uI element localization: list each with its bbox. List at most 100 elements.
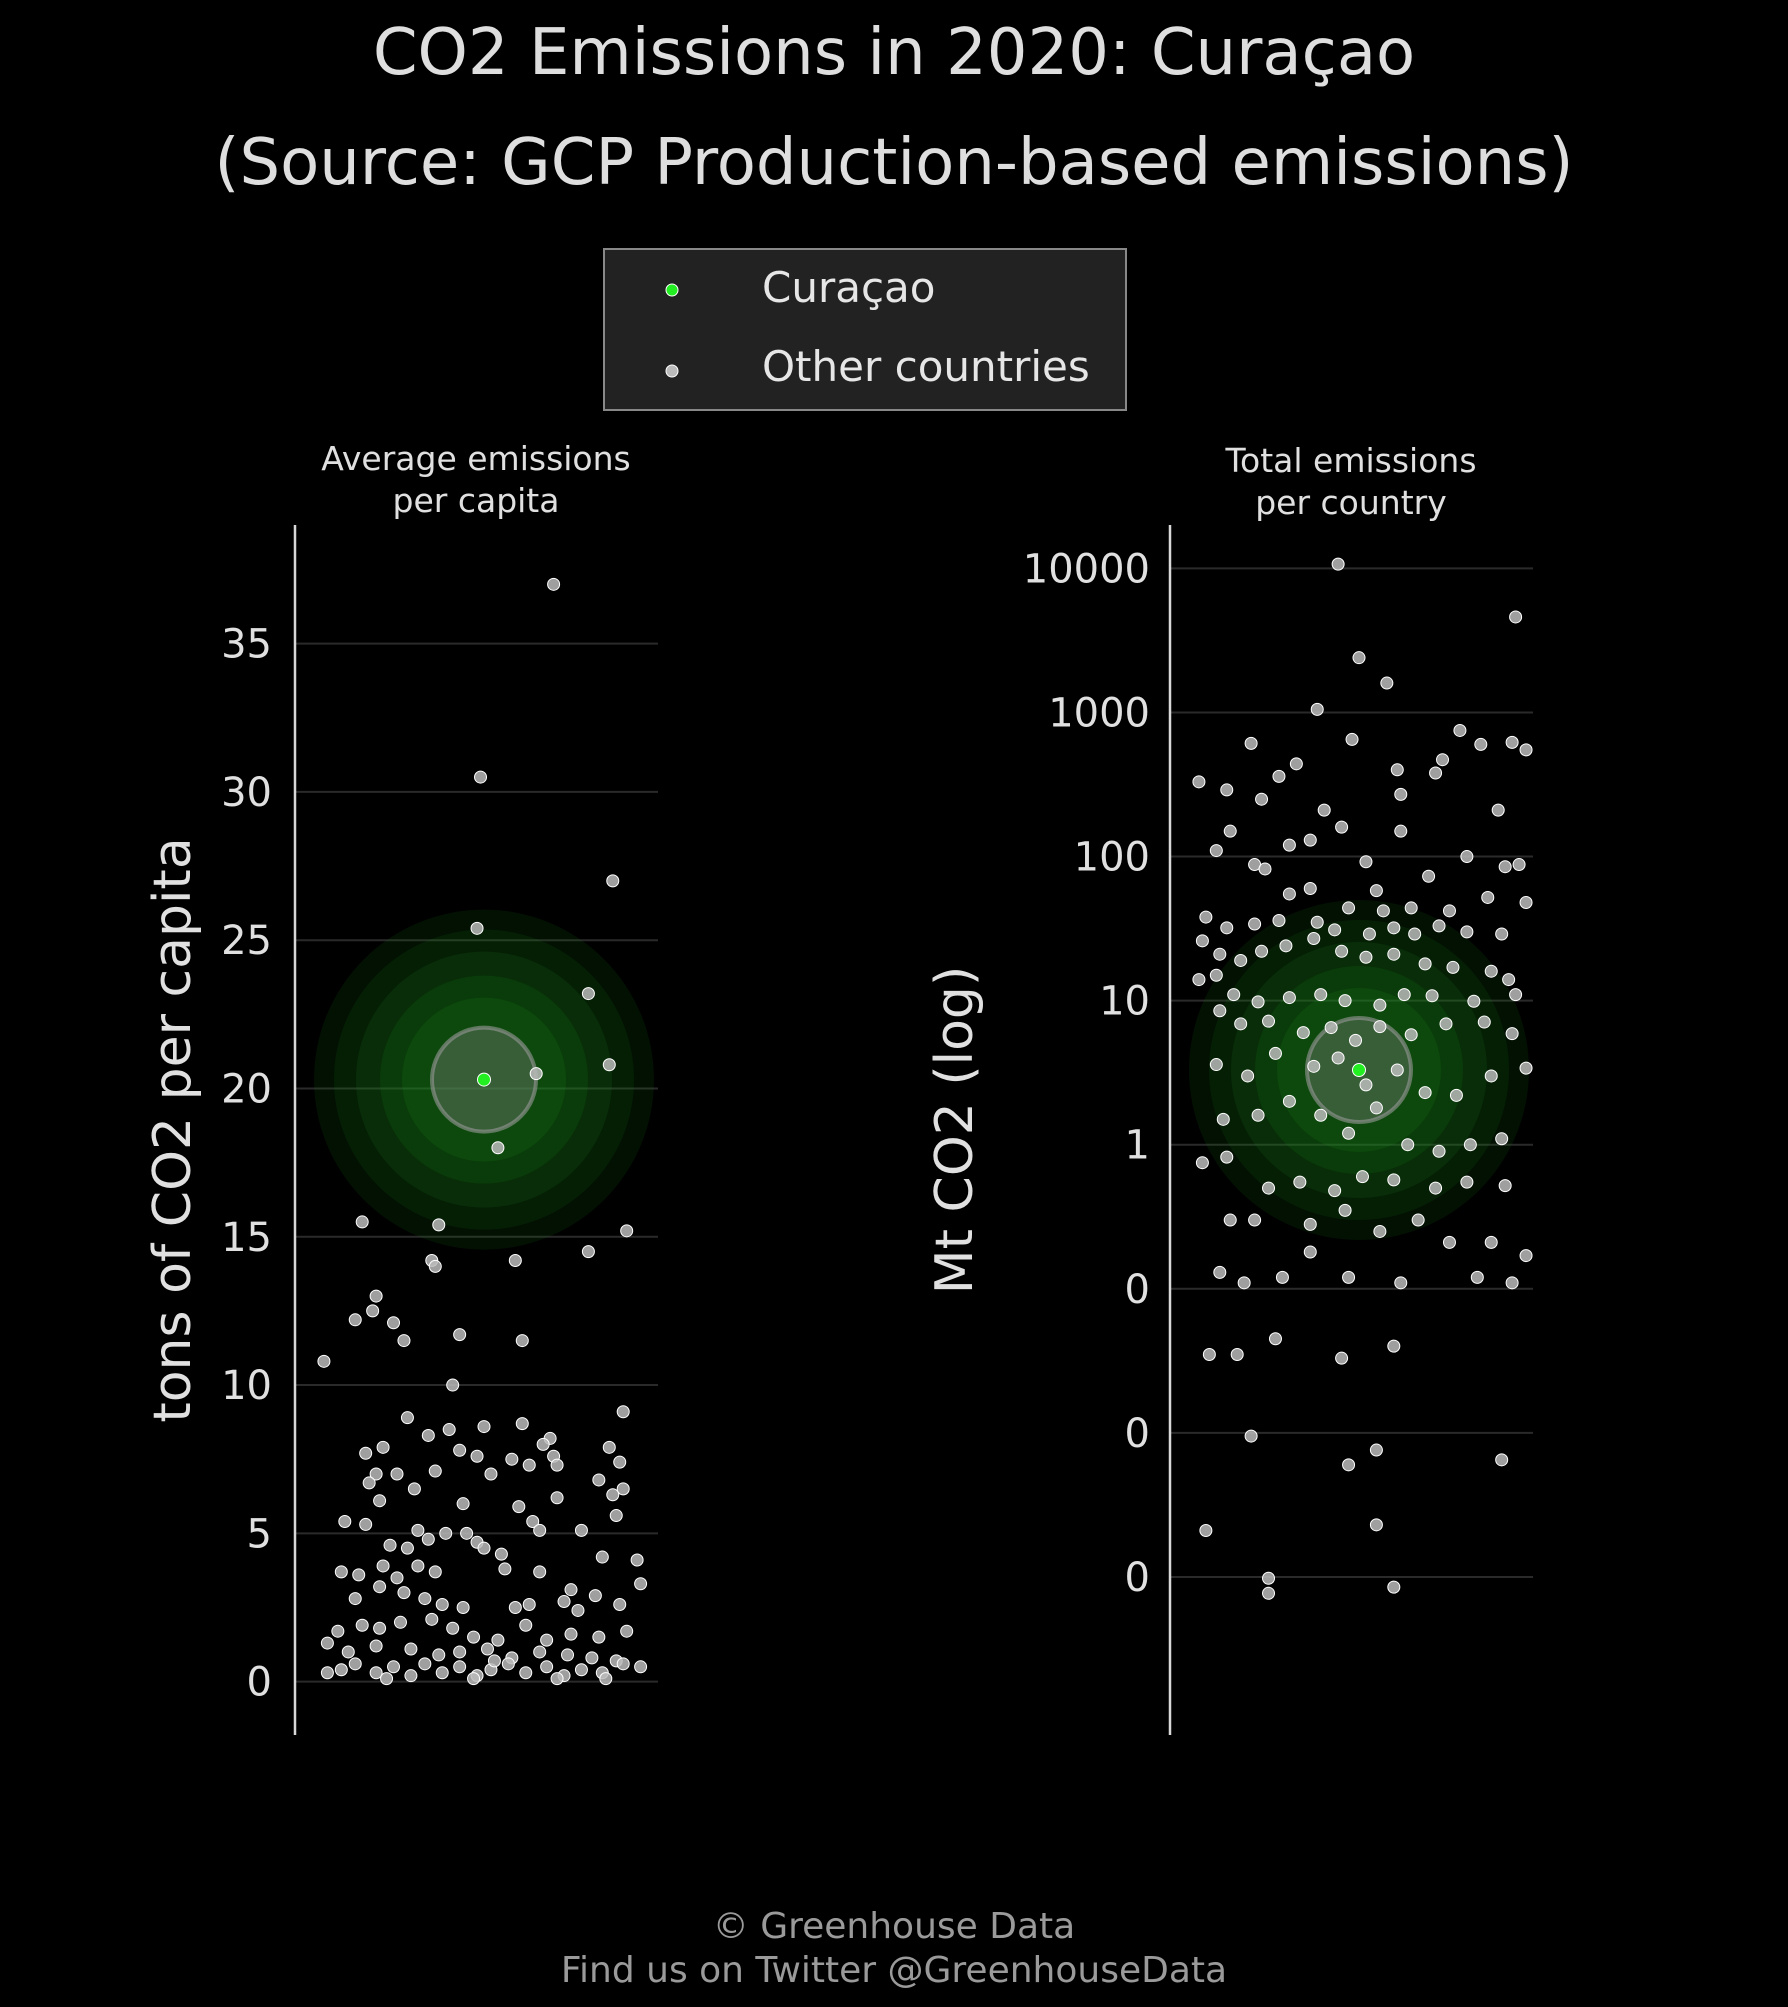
data-point-other xyxy=(1449,1088,1463,1102)
data-point-other xyxy=(574,1523,588,1537)
data-point-other xyxy=(1199,1524,1213,1538)
data-point-other xyxy=(1387,921,1401,935)
data-point-other xyxy=(1307,1059,1321,1073)
data-point-other xyxy=(1491,803,1505,817)
data-point-other xyxy=(1244,1429,1258,1443)
footer-twitter: Find us on Twitter @GreenhouseData xyxy=(561,1950,1227,1991)
data-point-other xyxy=(620,1224,634,1238)
data-point-other xyxy=(634,1577,648,1591)
legend-highlight-marker xyxy=(665,283,679,297)
data-point-other xyxy=(1335,944,1349,958)
data-point-other xyxy=(1296,1026,1310,1040)
data-point-other xyxy=(355,1618,369,1632)
legend: Curaçao Other countries xyxy=(603,248,1127,411)
data-point-other xyxy=(320,1636,334,1650)
data-point-other xyxy=(588,1589,602,1603)
data-point-other xyxy=(477,1420,491,1434)
data-point-other xyxy=(1303,1217,1317,1231)
data-point-other xyxy=(1262,1586,1276,1600)
data-point-other xyxy=(480,1642,494,1656)
legend-other-marker xyxy=(665,364,679,378)
data-point-other xyxy=(355,1215,369,1229)
data-point-other xyxy=(432,1218,446,1232)
data-point-other xyxy=(397,1586,411,1600)
data-point-other xyxy=(1369,884,1383,898)
data-point-other xyxy=(1359,855,1373,869)
data-point-other xyxy=(1369,1518,1383,1532)
data-point-other xyxy=(1373,1224,1387,1238)
chart-title-line1: CO2 Emissions in 2020: Curaçao xyxy=(373,16,1415,90)
chart-title-line2: (Source: GCP Production-based emissions) xyxy=(214,126,1573,200)
data-point-other xyxy=(1220,921,1234,935)
data-point-other xyxy=(317,1354,331,1368)
data-point-other xyxy=(1439,1017,1453,1031)
data-point-other xyxy=(1314,1108,1328,1122)
data-point-other xyxy=(515,1417,529,1431)
data-point-other xyxy=(1216,1112,1230,1126)
data-point-other xyxy=(564,1627,578,1641)
data-point-other xyxy=(1223,824,1237,838)
data-point-other xyxy=(1362,927,1376,941)
data-point-other xyxy=(1262,1181,1276,1195)
y-tick-label-per-capita: 0 xyxy=(247,1660,272,1706)
y-tick-label-per-capita: 25 xyxy=(221,918,272,964)
data-point-other xyxy=(1429,1181,1443,1195)
data-point-other xyxy=(1272,769,1286,783)
data-point-other xyxy=(1220,783,1234,797)
data-point-other xyxy=(533,1645,547,1659)
data-point-other xyxy=(446,1378,460,1392)
data-point-other xyxy=(1199,910,1213,924)
data-point-other xyxy=(1380,676,1394,690)
data-point-other xyxy=(1498,1179,1512,1193)
data-point-other xyxy=(453,1443,467,1457)
data-point-other xyxy=(1268,1332,1282,1346)
data-point-other xyxy=(547,577,561,591)
data-point-other xyxy=(522,1458,536,1472)
data-point-other xyxy=(1192,973,1206,987)
data-point-other xyxy=(494,1547,508,1561)
data-point-other xyxy=(387,1316,401,1330)
data-point-other xyxy=(602,1058,616,1072)
data-point-other xyxy=(1484,1069,1498,1083)
data-point-other xyxy=(1394,1276,1408,1290)
data-point-other xyxy=(390,1571,404,1585)
data-point-other xyxy=(1303,833,1317,847)
data-point-other xyxy=(1394,787,1408,801)
data-point-other xyxy=(508,1253,522,1267)
data-point-other xyxy=(529,1067,543,1081)
data-point-other xyxy=(1255,792,1269,806)
data-point-other xyxy=(515,1334,529,1348)
data-point-other xyxy=(467,1672,481,1686)
data-point-other xyxy=(550,1672,564,1686)
data-point-other xyxy=(581,987,595,1001)
data-point-other xyxy=(373,1580,387,1594)
data-point-other xyxy=(1282,887,1296,901)
data-point-other xyxy=(456,1497,470,1511)
data-point-other xyxy=(1310,915,1324,929)
footer-copyright: © Greenhouse Data xyxy=(713,1906,1075,1947)
data-point-other xyxy=(550,1491,564,1505)
data-point-other xyxy=(1373,1020,1387,1034)
data-point-other xyxy=(487,1654,501,1668)
data-point-other xyxy=(616,1482,630,1496)
data-point-other xyxy=(359,1517,373,1531)
data-point-other xyxy=(428,1259,442,1273)
data-point-other xyxy=(453,1328,467,1342)
data-point-other xyxy=(331,1624,345,1638)
data-point-other xyxy=(1453,723,1467,737)
data-point-other xyxy=(1268,1046,1282,1060)
data-point-other xyxy=(359,1446,373,1460)
data-point-other xyxy=(1477,1015,1491,1029)
data-point-other xyxy=(1345,732,1359,746)
data-point-other xyxy=(522,1598,536,1612)
data-point-other xyxy=(369,1467,383,1481)
y-tick-label-total: 10000 xyxy=(1023,546,1150,592)
data-point-other xyxy=(1248,1213,1262,1227)
data-point-other xyxy=(1505,735,1519,749)
data-point-other xyxy=(1279,939,1293,953)
data-point-other xyxy=(390,1467,404,1481)
data-point-other xyxy=(1342,901,1356,915)
data-point-other xyxy=(1307,931,1321,945)
data-point-other xyxy=(425,1612,439,1626)
data-point-other xyxy=(1234,953,1248,967)
